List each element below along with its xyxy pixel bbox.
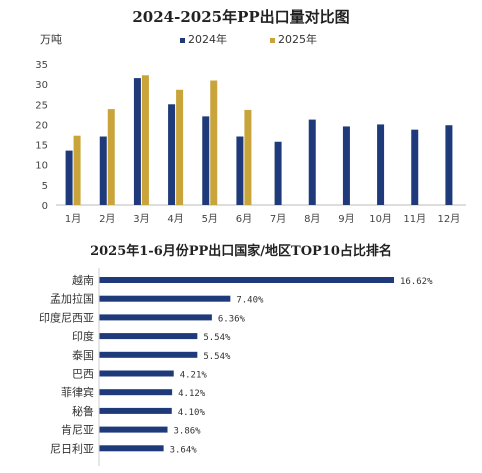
y-tick-label: 35 bbox=[35, 60, 48, 71]
x-tick-label: 11月 bbox=[403, 213, 426, 225]
country-label: 秘鲁 bbox=[72, 404, 94, 418]
x-tick-label: 10月 bbox=[369, 213, 392, 225]
bar-2024-3月 bbox=[133, 78, 141, 205]
country-label: 尼日利亚 bbox=[50, 442, 94, 455]
legend-swatch-2025 bbox=[270, 37, 275, 43]
bar-2024-10月 bbox=[377, 124, 385, 205]
bar-2025-5月 bbox=[210, 80, 218, 205]
bar-2024-2月 bbox=[99, 136, 107, 205]
country-label: 肯尼亚 bbox=[61, 424, 94, 437]
hbar-越南 bbox=[99, 277, 394, 283]
legend-item-2024: 2024年 bbox=[180, 31, 227, 47]
y-axis-unit-label: 万吨 bbox=[40, 33, 62, 46]
y-tick-label: 20 bbox=[35, 120, 48, 131]
bar-2024-7月 bbox=[274, 141, 282, 205]
x-tick-label: 2月 bbox=[99, 213, 115, 225]
bar-2024-5月 bbox=[202, 116, 210, 205]
hbar-孟加拉国 bbox=[99, 295, 231, 302]
country-label: 越南 bbox=[72, 273, 94, 287]
hbar-印度 bbox=[99, 333, 198, 340]
x-tick-label: 1月 bbox=[65, 213, 81, 225]
hbar-印度尼西亚 bbox=[99, 314, 212, 321]
y-tick-label: 30 bbox=[35, 80, 48, 91]
x-tick-label: 12月 bbox=[438, 213, 461, 225]
bar-2025-1月 bbox=[73, 135, 81, 205]
bar-2024-11月 bbox=[411, 129, 419, 205]
value-label: 4.10% bbox=[178, 408, 206, 418]
value-label: 5.54% bbox=[203, 333, 231, 343]
bar-2025-6月 bbox=[244, 109, 252, 205]
value-label: 6.36% bbox=[218, 314, 246, 324]
x-tick-label: 8月 bbox=[304, 213, 320, 225]
x-tick-label: 9月 bbox=[338, 213, 354, 225]
chart-title-top10-countries: 2025年1-6月份PP出口国家/地区TOP10占比排名 bbox=[90, 244, 392, 259]
y-tick-label: 15 bbox=[35, 141, 48, 152]
x-tick-label: 6月 bbox=[236, 213, 252, 225]
y-tick-label: 25 bbox=[35, 100, 48, 111]
x-tick-label: 4月 bbox=[167, 213, 183, 225]
y-tick-label: 0 bbox=[42, 201, 48, 212]
legend-label-2024: 2024年 bbox=[188, 33, 227, 46]
value-label: 7.40% bbox=[236, 296, 264, 306]
hbar-菲律宾 bbox=[99, 389, 173, 396]
bar-2024-8月 bbox=[308, 119, 316, 205]
country-label: 菲律宾 bbox=[61, 385, 94, 399]
country-label: 泰国 bbox=[72, 348, 94, 362]
bar-2024-6月 bbox=[236, 136, 244, 205]
country-label: 孟加拉国 bbox=[50, 292, 94, 306]
value-label: 3.64% bbox=[170, 445, 198, 455]
value-label: 4.12% bbox=[178, 389, 206, 399]
hbar-泰国 bbox=[99, 351, 198, 358]
x-tick-label: 7月 bbox=[270, 213, 286, 225]
value-label: 16.62% bbox=[400, 277, 433, 287]
y-tick-label: 5 bbox=[42, 181, 48, 192]
bar-2025-2月 bbox=[107, 109, 115, 205]
bar-2025-4月 bbox=[176, 89, 184, 205]
legend-label-2025: 2025年 bbox=[278, 33, 317, 46]
legend-swatch-2024 bbox=[180, 37, 185, 43]
country-label: 印度尼西亚 bbox=[39, 310, 94, 324]
bar-2025-3月 bbox=[141, 75, 149, 205]
legend-item-2025: 2025年 bbox=[270, 31, 317, 47]
hbar-秘鲁 bbox=[99, 407, 172, 414]
bar-2024-4月 bbox=[168, 104, 176, 205]
bar-2024-9月 bbox=[342, 126, 350, 205]
value-label: 3.86% bbox=[174, 427, 202, 437]
hbar-肯尼亚 bbox=[99, 426, 168, 433]
country-label: 印度 bbox=[72, 329, 94, 343]
bar-2024-1月 bbox=[65, 150, 73, 205]
country-label: 巴西 bbox=[72, 368, 94, 381]
bar-2024-12月 bbox=[445, 125, 453, 205]
y-tick-label: 10 bbox=[35, 161, 48, 172]
value-label: 4.21% bbox=[180, 371, 208, 381]
hbar-尼日利亚 bbox=[99, 445, 164, 452]
x-tick-label: 3月 bbox=[133, 213, 149, 225]
hbar-巴西 bbox=[99, 370, 174, 377]
value-label: 5.54% bbox=[203, 352, 231, 362]
chart-title-export-volume: 2024-2025年PP出口量对比图 bbox=[132, 8, 350, 26]
x-tick-label: 5月 bbox=[202, 213, 218, 225]
